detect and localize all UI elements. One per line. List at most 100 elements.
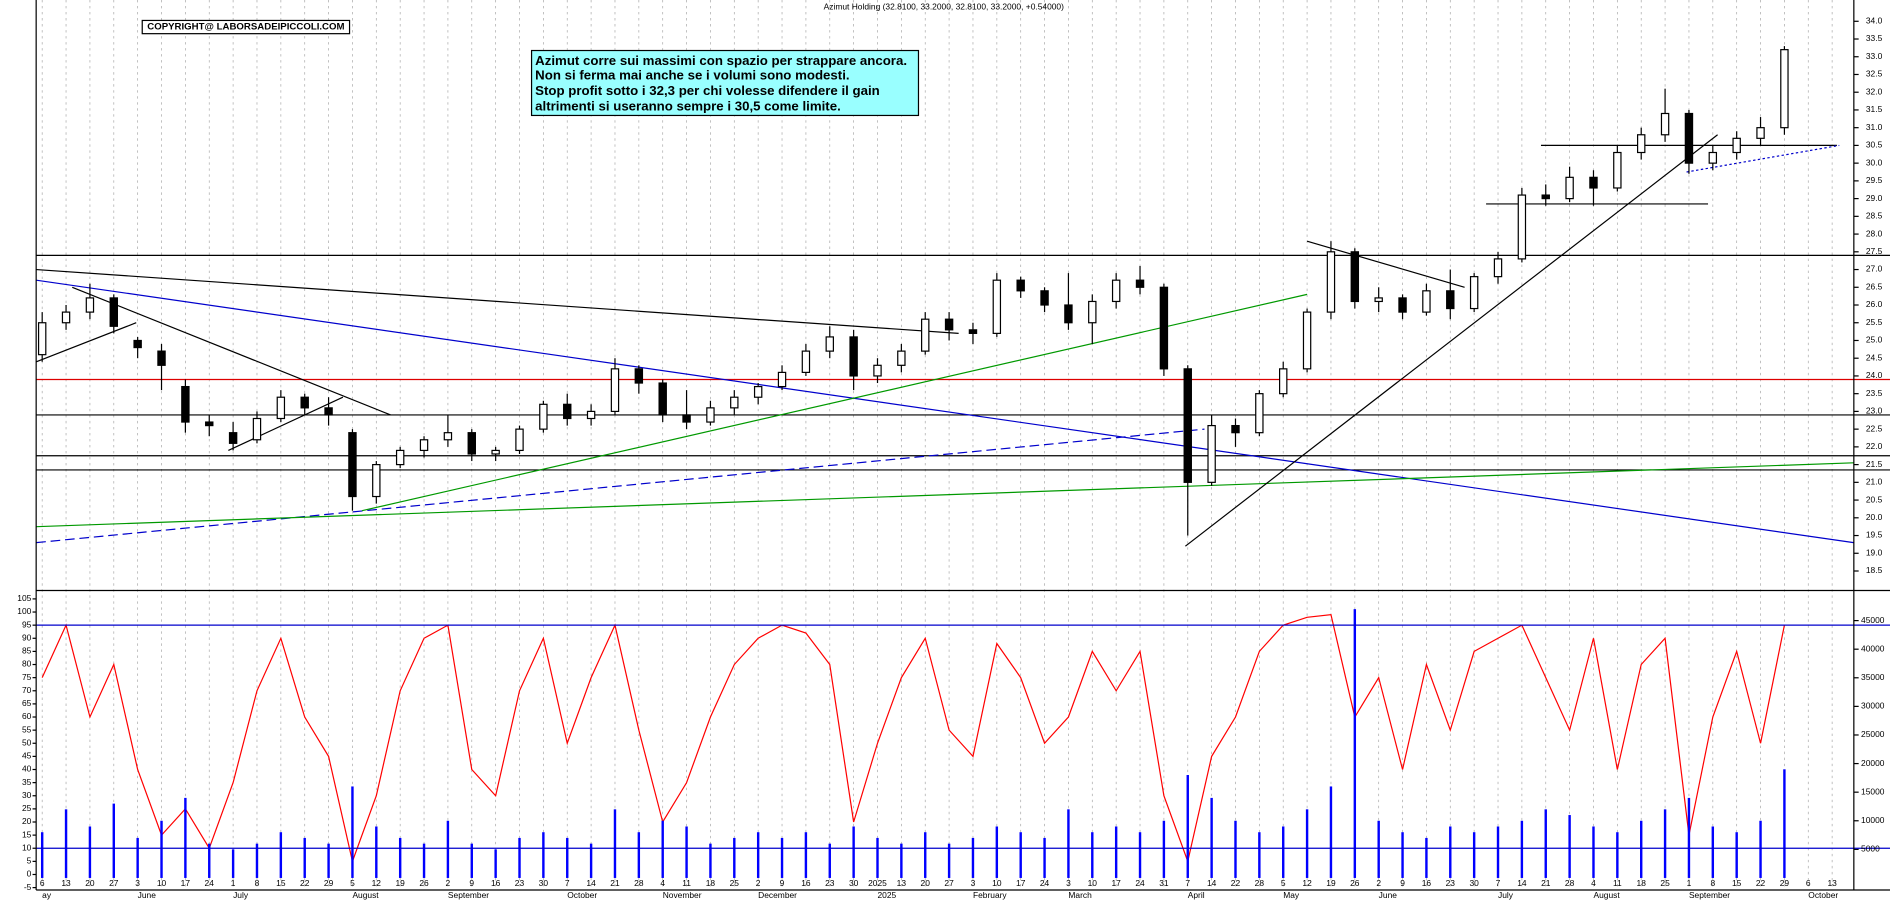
- y-tick-label: 34.0: [1866, 16, 1883, 26]
- y-tick-label: 26.0: [1866, 299, 1883, 309]
- candle-body: [1684, 112, 1694, 164]
- volume-bar: [398, 837, 402, 878]
- x-tick-label: 7: [1496, 878, 1501, 888]
- x-tick-label: 22: [300, 878, 310, 888]
- month-label: November: [663, 890, 702, 900]
- candle-body: [109, 297, 119, 327]
- candle-body: [1756, 127, 1765, 139]
- volume-bar: [136, 837, 139, 878]
- x-tick-label: 21: [610, 878, 620, 888]
- x-tick-label: 21: [1541, 878, 1551, 888]
- volume-bar: [780, 837, 784, 878]
- x-tick-label: 9: [780, 878, 785, 888]
- month-label: September: [448, 890, 489, 900]
- candle-body: [1517, 194, 1527, 260]
- month-label: September: [1689, 890, 1730, 900]
- month-label: 2025: [878, 890, 897, 900]
- volume-bar: [1663, 809, 1667, 878]
- x-tick-label: 31: [1159, 878, 1169, 888]
- y2-tick-label: 5000: [1861, 844, 1880, 854]
- candle-body: [682, 414, 691, 423]
- y-tick-label: 5: [27, 856, 32, 866]
- candle-body: [300, 396, 309, 409]
- x-tick-label: 25: [730, 878, 740, 888]
- volume-bar: [1138, 832, 1142, 878]
- candle-body: [753, 385, 763, 398]
- volume-bar: [327, 843, 330, 878]
- candle-body: [61, 311, 71, 324]
- volume-bar: [589, 843, 593, 878]
- x-tick-label: 27: [944, 878, 954, 888]
- y-tick-label: 95: [22, 619, 32, 629]
- candle-body: [1708, 151, 1718, 164]
- candle-body: [801, 350, 811, 373]
- trend-line: [36, 268, 959, 334]
- y-tick-label: 31.5: [1866, 104, 1883, 114]
- x-tick-label: 3: [1066, 878, 1071, 888]
- y-tick-label: 40: [22, 764, 32, 774]
- candle-body: [1279, 368, 1288, 395]
- x-tick-label: 8: [255, 878, 260, 888]
- annotation-line: Non si ferma mai anche se i volumi sono …: [535, 67, 849, 82]
- x-tick-label: 24: [1040, 878, 1050, 888]
- candle-body: [634, 368, 644, 384]
- x-tick-label: 20: [85, 878, 95, 888]
- candle-body: [1207, 424, 1216, 483]
- volume-bar: [160, 820, 163, 878]
- candle-body: [228, 432, 238, 444]
- y-tick-label: 29.0: [1866, 193, 1883, 203]
- volume-bar: [1234, 820, 1237, 878]
- y-tick-label: 75: [22, 672, 32, 682]
- trend-line: [1686, 144, 1840, 173]
- volume-bar: [470, 843, 473, 878]
- volume-bar: [518, 837, 521, 878]
- x-tick-label: 28: [634, 878, 644, 888]
- y2-tick-label: 15000: [1861, 786, 1885, 796]
- volume-bar: [1162, 820, 1166, 878]
- x-tick-label: 13: [1827, 878, 1837, 888]
- candle-body: [992, 279, 1002, 334]
- y-tick-label: -5: [24, 882, 32, 892]
- y2-tick-label: 45000: [1861, 615, 1885, 625]
- volume-bar: [1019, 832, 1022, 878]
- y-tick-label: 30.0: [1866, 157, 1883, 167]
- candle-body: [825, 336, 834, 352]
- candle-body: [563, 403, 572, 420]
- candle-body: [1159, 286, 1169, 370]
- volume-bar: [1114, 826, 1118, 878]
- month-label: March: [1068, 890, 1092, 900]
- x-tick-label: 24: [1135, 878, 1145, 888]
- x-tick-label: 2: [446, 878, 451, 888]
- candle-body: [658, 382, 667, 416]
- y-tick-label: 70: [22, 685, 32, 695]
- x-tick-label: 12: [1302, 878, 1312, 888]
- y2-tick-label: 20000: [1861, 758, 1885, 768]
- x-tick-label: 1: [231, 878, 236, 888]
- candle-body: [252, 417, 262, 441]
- x-tick-label: 17: [1111, 878, 1121, 888]
- chart-title: Azimut Holding (32.8100, 33.2000, 32.810…: [824, 1, 1064, 11]
- x-tick-label: 23: [825, 878, 835, 888]
- volume-bar: [1258, 832, 1261, 878]
- y-tick-label: 25: [22, 803, 32, 813]
- candle-body: [586, 410, 596, 420]
- x-tick-label: 13: [61, 878, 71, 888]
- x-tick-label: 17: [1016, 878, 1026, 888]
- candle-body: [37, 322, 47, 356]
- candle-body: [777, 371, 787, 388]
- y-tick-label: 31.0: [1866, 122, 1883, 132]
- month-label: August: [352, 890, 379, 900]
- volume-bar: [924, 832, 927, 878]
- y-tick-label: 33.0: [1866, 51, 1883, 61]
- candle-body: [1541, 194, 1550, 200]
- volume-bar: [1377, 820, 1380, 878]
- volume-bar: [303, 837, 306, 878]
- volume-bar: [828, 843, 831, 878]
- x-tick-label: 22: [1756, 878, 1766, 888]
- volume-bar: [255, 843, 259, 878]
- x-tick-label: 20: [921, 878, 931, 888]
- y-tick-label: 21.0: [1866, 477, 1883, 487]
- x-tick-label: 29: [324, 878, 334, 888]
- x-tick-label: 16: [1422, 878, 1432, 888]
- candle-body: [1660, 112, 1670, 136]
